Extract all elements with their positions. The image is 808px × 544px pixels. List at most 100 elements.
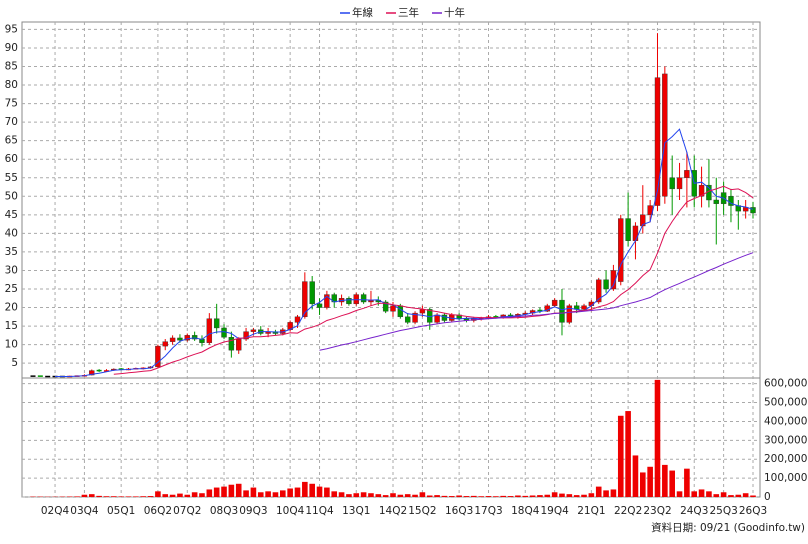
x-tick-label: 10Q4: [276, 505, 305, 517]
volume-bar: [530, 495, 536, 497]
volume-bar: [633, 455, 639, 497]
volume-bar: [133, 496, 139, 497]
candle-body: [618, 219, 623, 282]
volume-bar: [442, 496, 448, 497]
legend-label: 年線: [352, 6, 373, 19]
volume-bar: [699, 489, 705, 497]
x-tick-label: 03Q4: [70, 505, 99, 517]
candle-body: [207, 319, 212, 343]
volume-bar: [500, 496, 506, 497]
volume-bar: [574, 495, 580, 497]
volume-bar: [162, 494, 168, 497]
y-tick-label: 70: [5, 116, 18, 128]
volume-bar: [376, 494, 382, 497]
y2-tick-label: 100,000: [764, 472, 807, 484]
x-tick-label: 16Q3: [445, 505, 473, 517]
y2-tick-label: 400,000: [764, 415, 807, 427]
y-tick-label: 50: [5, 190, 18, 202]
candle-body: [670, 178, 675, 189]
volume-bar: [647, 467, 653, 497]
volume-bar: [522, 496, 528, 497]
candle-body: [214, 319, 219, 328]
x-tick-label: 22Q2: [614, 505, 642, 517]
candle-body: [222, 328, 227, 337]
x-tick-label: 24Q3: [680, 505, 708, 517]
x-tick-label: 23Q2: [643, 505, 671, 517]
y-tick-label: 95: [5, 23, 18, 35]
volume-bar: [471, 496, 477, 497]
volume-bar: [515, 495, 521, 497]
volume-bar: [353, 493, 359, 497]
volume-bar: [449, 496, 455, 497]
x-tick-label: 05Q1: [107, 505, 135, 517]
candle-body: [398, 306, 403, 317]
x-tick-label: 13Q1: [342, 505, 370, 517]
candle-body: [229, 337, 234, 350]
y2-tick-label: 0: [764, 491, 771, 503]
volume-bar: [229, 485, 235, 497]
volume-bar: [302, 482, 308, 497]
volume-bar: [669, 471, 675, 497]
y2-tick-label: 600,000: [764, 378, 807, 390]
volume-bar: [74, 496, 80, 497]
plot-frame: [22, 22, 760, 497]
volume-bar: [743, 493, 749, 497]
volume-bar: [618, 416, 624, 497]
ma-line: [55, 129, 753, 376]
volume-bar: [140, 496, 146, 497]
volume-bar: [456, 495, 462, 497]
legend-label: 三年: [398, 6, 419, 19]
volume-bar: [596, 487, 602, 497]
volume-bar: [508, 496, 514, 497]
x-tick-label: 18Q4: [511, 505, 540, 517]
volume-bar: [148, 496, 154, 497]
volume-bar: [713, 494, 719, 497]
y2-tick-label: 300,000: [764, 434, 807, 446]
y-tick-label: 90: [5, 42, 18, 54]
candle-body: [361, 295, 366, 302]
candle-body: [559, 300, 564, 322]
volume-bar: [243, 490, 249, 497]
volume-bar: [214, 488, 220, 497]
candle-body: [177, 338, 182, 340]
volume-bar: [567, 494, 573, 497]
volume-bar: [118, 496, 124, 497]
volume-bar: [273, 492, 279, 497]
candle-body: [582, 306, 587, 310]
x-tick-label: 06Q2: [144, 505, 172, 517]
volume-bar: [96, 496, 102, 497]
x-tick-label: 26Q3: [739, 505, 767, 517]
volume-bar: [750, 495, 756, 497]
candle-body: [684, 170, 689, 177]
volume-bar: [221, 487, 227, 497]
candle-body: [310, 282, 315, 304]
x-tick-label: 19Q4: [540, 505, 569, 517]
y-tick-label: 5: [11, 357, 18, 369]
y-tick-label: 35: [5, 246, 18, 258]
volume-bar: [324, 488, 330, 497]
candle-body: [405, 317, 410, 323]
candle-body: [655, 78, 660, 206]
candle-body: [354, 295, 359, 304]
candle-body: [170, 338, 175, 342]
volume-bar: [236, 484, 242, 497]
volume-bar: [82, 495, 88, 497]
volume-bar: [464, 496, 470, 497]
y-tick-label: 25: [5, 283, 18, 295]
volume-bar: [104, 496, 110, 497]
y-tick-label: 10: [5, 339, 18, 351]
y-tick-label: 20: [5, 302, 18, 314]
volume-bar: [684, 469, 690, 497]
volume-bar: [677, 491, 683, 497]
volume-bar: [111, 496, 117, 497]
volume-bar: [317, 487, 323, 497]
volume-bar: [706, 491, 712, 497]
volume-bar: [199, 493, 205, 497]
y-tick-label: 55: [5, 172, 18, 184]
candle-body: [236, 339, 241, 350]
x-tick-label: 02Q4: [41, 505, 70, 517]
volume-bar: [398, 495, 404, 497]
volume-bar: [331, 491, 337, 497]
y-tick-label: 15: [5, 320, 18, 332]
